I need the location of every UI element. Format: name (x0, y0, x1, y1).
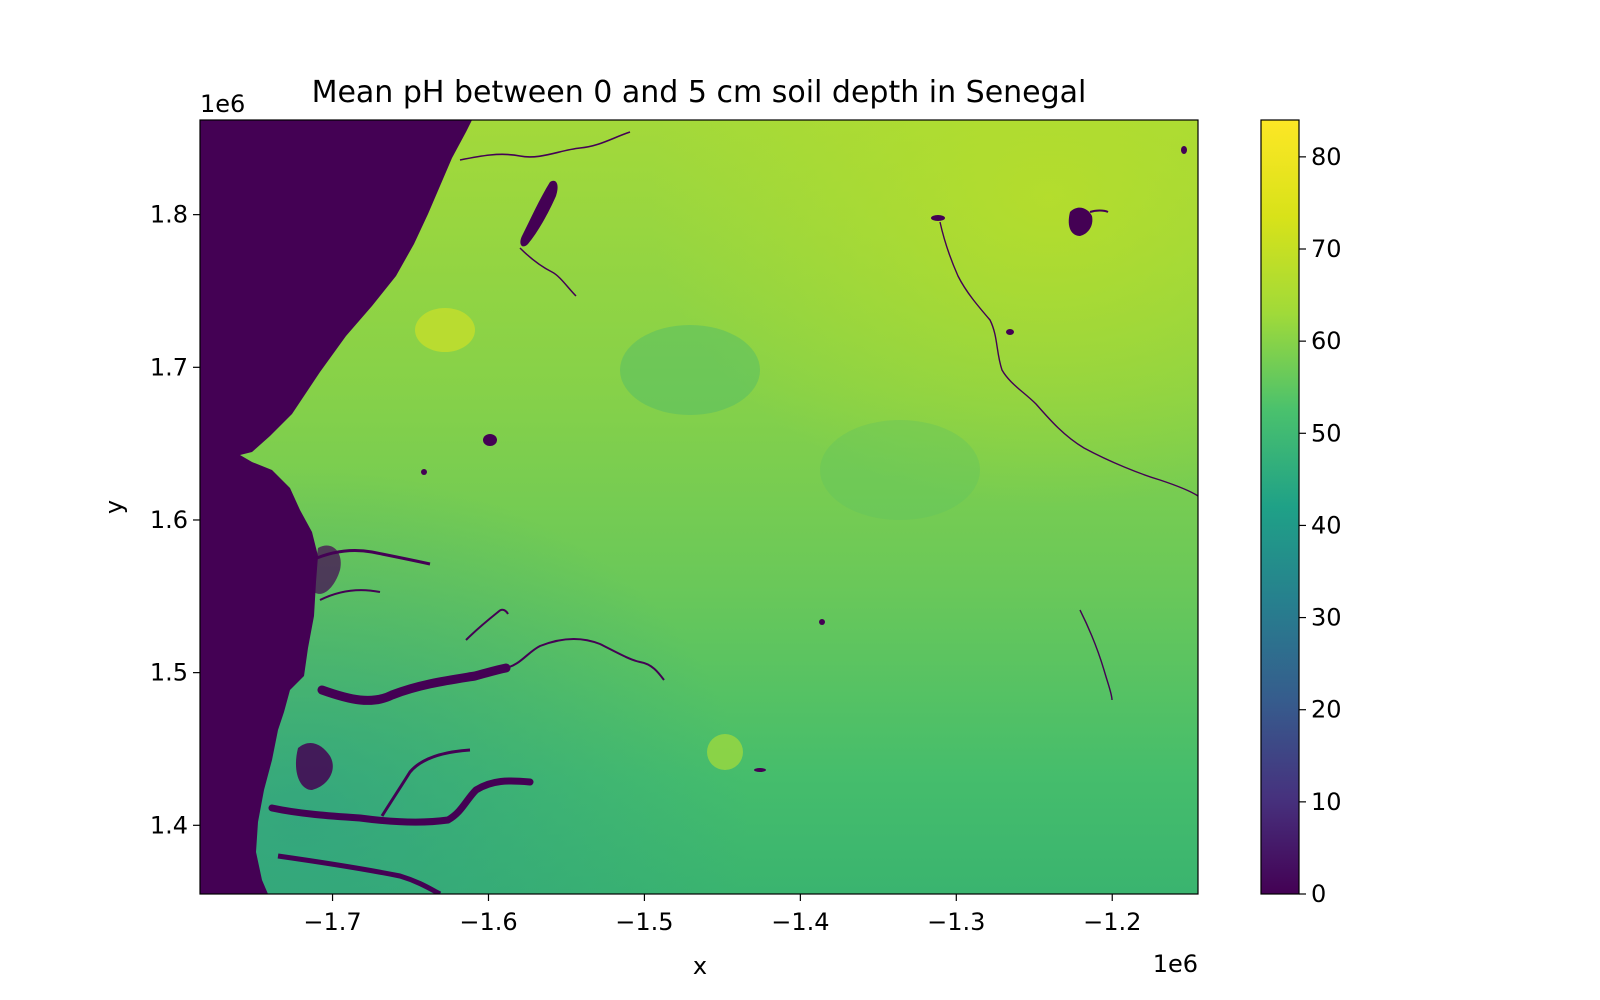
colorbar-tick-label: 20 (1311, 696, 1342, 724)
inland-lake-5 (421, 469, 427, 475)
casamance-river (268, 777, 534, 826)
y-tick-label: 1.6 (150, 506, 188, 534)
y-axis-label: y (100, 500, 128, 514)
eastern-river (939, 221, 1198, 497)
inland-lake-7 (1006, 329, 1014, 335)
y-tick-label: 1.5 (150, 659, 188, 687)
x-tick-label: −1.7 (303, 908, 361, 936)
y-tick-label: 1.7 (150, 353, 188, 381)
ocean-nodata (200, 120, 472, 894)
senegal-river-lower (519, 247, 577, 297)
x-tick-label: −1.5 (615, 908, 673, 936)
x-axis-ticks: −1.7 −1.6 −1.5 −1.4 −1.3 −1.2 (303, 894, 1141, 936)
x-tick-label: −1.6 (459, 908, 517, 936)
colorbar-tick-label: 70 (1311, 235, 1342, 263)
north-coast-high-patch (415, 308, 475, 352)
colorbar-tick-label: 30 (1311, 604, 1342, 632)
x-tick-label: −1.3 (927, 908, 985, 936)
colorbar-tick-label: 50 (1311, 419, 1342, 447)
guiers-lake (520, 180, 558, 247)
east-creek (1079, 609, 1113, 701)
y-axis-ticks: 1.4 1.5 1.6 1.7 1.8 (150, 201, 200, 839)
colorbar-tick-label: 80 (1311, 143, 1342, 171)
central-low-patch (620, 325, 760, 415)
gambia-river (317, 663, 511, 705)
north-east-lake-tail (1089, 209, 1109, 213)
plot-axes: −1.7 −1.6 −1.5 −1.4 −1.3 −1.2 1.4 1.5 1.6 1.7 1.8… (100, 75, 1199, 980)
colorbar-gradient (1260, 119, 1300, 895)
casamance-river-south (277, 853, 442, 894)
x-offset-label: 1e6 (1153, 950, 1198, 978)
colorbar-tick-label: 0 (1311, 880, 1326, 908)
north-east-lake (1068, 207, 1093, 236)
y-tick-label: 1.4 (150, 811, 188, 839)
colorbar-tick-label: 10 (1311, 788, 1342, 816)
colorbar-tick-label: 60 (1311, 327, 1342, 355)
mangrove-cluster-2 (312, 545, 341, 594)
plot-frame (199, 119, 1199, 895)
x-axis-label: x (693, 952, 707, 980)
creek-saloum-2 (319, 589, 381, 601)
x-tick-label: −1.4 (771, 908, 829, 936)
chart-title: Mean pH between 0 and 5 cm soil depth in… (312, 75, 1087, 110)
colorbar-tick-label: 40 (1311, 511, 1342, 539)
colorbar-ticks: 0 10 20 30 40 50 60 70 80 (1299, 143, 1342, 908)
inland-lake-1 (483, 434, 497, 446)
inland-lake-2 (819, 619, 825, 625)
senegal-river (459, 131, 631, 161)
gambia-river-upper (505, 638, 665, 681)
raster-image (200, 120, 1198, 894)
inland-lake-6 (1181, 146, 1187, 154)
inland-lake-3 (754, 768, 766, 772)
x-tick-label: −1.2 (1083, 908, 1141, 936)
y-tick-label: 1.8 (150, 201, 188, 229)
colorbar: 0 10 20 30 40 50 60 70 80 (1260, 119, 1342, 908)
y-offset-label: 1e6 (200, 90, 245, 118)
creek-south-1 (380, 748, 471, 817)
small-creek-3 (465, 608, 509, 641)
mangrove-cluster (295, 742, 333, 790)
east-low-patch (820, 420, 980, 520)
inland-high-patch (707, 734, 743, 770)
inland-lake-4 (931, 215, 945, 221)
